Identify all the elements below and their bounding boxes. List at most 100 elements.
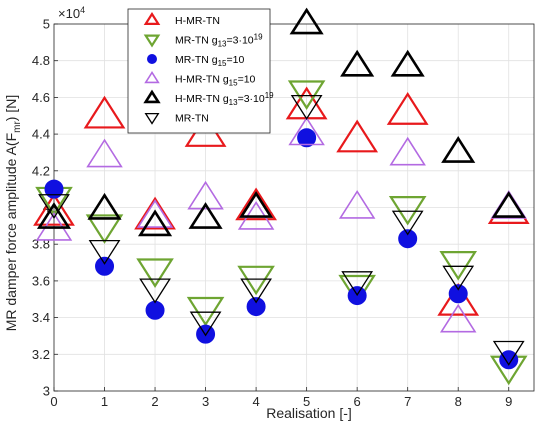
y-axis-multiplier: ×104 [58, 5, 85, 21]
x-tick-label: 4 [252, 394, 259, 409]
legend-box [127, 8, 271, 134]
data-point [136, 258, 174, 288]
data-point [448, 284, 468, 304]
data-point [36, 202, 72, 229]
data-point [439, 303, 477, 333]
data-point [240, 278, 272, 304]
data-point [491, 191, 526, 218]
y-tick-label: 3.2 [32, 347, 50, 362]
x-tick-label: 3 [202, 394, 209, 409]
data-point [186, 296, 225, 327]
y-tick-label: 4.4 [32, 127, 50, 142]
legend-label: H-MR-TN g13=3·1019 [175, 91, 274, 107]
legend-marker [143, 34, 161, 48]
data-point [390, 49, 425, 77]
data-point [336, 119, 379, 153]
x-tick-label: 8 [455, 394, 462, 409]
series-5 [36, 7, 526, 237]
data-point [290, 94, 323, 120]
data-point [386, 92, 429, 125]
y-tick-label: 5 [43, 17, 50, 32]
data-point [442, 265, 475, 291]
y-tick-label: 3.8 [32, 237, 50, 252]
data-point [95, 256, 115, 276]
x-tick-label: 1 [101, 394, 108, 409]
series-6 [38, 94, 525, 366]
data-point [388, 196, 427, 226]
data-point [338, 274, 376, 305]
legend-marker [143, 89, 161, 104]
legend-entry: H-MR-TN g15=10 [144, 71, 256, 88]
data-point [86, 138, 123, 168]
legend: H-MR-TN MR-TN g13=3·1019 MR-TN g15=10 H-MR-… [127, 8, 274, 134]
legend-entry: MR-TN g15=10 [147, 54, 244, 68]
y-tick-label: 4.8 [32, 53, 50, 68]
data-point [137, 209, 173, 237]
data-point [88, 239, 121, 265]
data-point [237, 265, 275, 296]
data-point [398, 229, 418, 249]
data-point [288, 116, 325, 146]
legend-entry: MR-TN g13=3·1019 [143, 33, 263, 49]
x-tick-label: 2 [151, 394, 158, 409]
y-axis-label: MR damper force amplitude A(Fmr) [N] [3, 95, 23, 332]
y-tick-label: 3.6 [32, 273, 50, 288]
data-point [239, 191, 274, 218]
data-point [389, 136, 426, 166]
data-point [338, 190, 376, 219]
data-point [492, 340, 525, 366]
data-point [441, 136, 476, 163]
data-point [437, 282, 480, 316]
legend-label: H-MR-TN g15=10 [175, 74, 256, 88]
data-point [83, 95, 126, 129]
y-tick-label: 4.6 [32, 90, 50, 105]
legend-entry: MR-TN [144, 112, 209, 125]
series-3 [44, 128, 519, 370]
x-tick-label: 0 [50, 394, 57, 409]
data-point [391, 210, 424, 236]
legend-label: MR-TN [175, 113, 209, 125]
legend-entry: H-MR-TN g13=3·1019 [143, 89, 274, 107]
y-tick-label: 4.2 [32, 163, 50, 178]
data-point [189, 311, 222, 337]
x-axis-ticks: 0 1 2 3 4 5 6 7 8 9 [50, 387, 512, 409]
data-point [44, 179, 64, 199]
data-point [136, 199, 174, 228]
y-axis-ticks: 33.23.43.63.844.24.44.64.85 [32, 17, 58, 399]
data-point [297, 128, 317, 148]
y-tick-label: 3.4 [32, 310, 50, 325]
data-point [134, 196, 176, 230]
data-point [87, 192, 122, 220]
legend-marker [143, 11, 161, 25]
x-tick-label: 6 [354, 394, 361, 409]
data-point [188, 202, 223, 229]
x-axis-label: Realisation [-] [266, 405, 352, 421]
data-point [139, 278, 171, 304]
data-point [246, 297, 266, 317]
data-point [38, 194, 70, 220]
data-point [439, 251, 478, 281]
data-markers [33, 7, 530, 386]
data-point [33, 192, 75, 226]
y-tick-label: 3 [43, 384, 50, 399]
data-point [85, 214, 124, 244]
legend-marker [144, 71, 160, 84]
data-point [235, 187, 278, 221]
x-tick-label: 7 [404, 394, 411, 409]
legend-label: MR-TN g15=10 [175, 54, 244, 68]
data-point [340, 49, 375, 77]
legend-marker [147, 54, 157, 64]
x-tick-label: 9 [505, 394, 512, 409]
data-point [499, 350, 519, 370]
data-point [187, 180, 224, 210]
data-point [145, 300, 165, 320]
data-point [289, 7, 324, 35]
legend-label: H-MR-TN [175, 15, 220, 27]
legend-label: MR-TN g13=3·1019 [175, 33, 263, 49]
data-point [287, 80, 326, 110]
legend-marker [144, 112, 160, 125]
x-tick-label: 5 [303, 394, 310, 409]
legend-entry: H-MR-TN [143, 11, 220, 27]
data-point [341, 271, 374, 297]
